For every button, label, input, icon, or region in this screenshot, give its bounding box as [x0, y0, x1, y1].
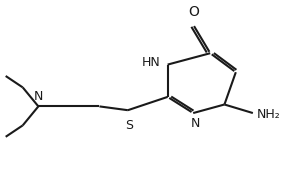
Text: N: N — [191, 117, 200, 130]
Text: S: S — [125, 119, 133, 132]
Text: O: O — [188, 5, 199, 19]
Text: N: N — [34, 90, 43, 103]
Text: NH₂: NH₂ — [257, 108, 281, 121]
Text: HN: HN — [142, 56, 161, 69]
